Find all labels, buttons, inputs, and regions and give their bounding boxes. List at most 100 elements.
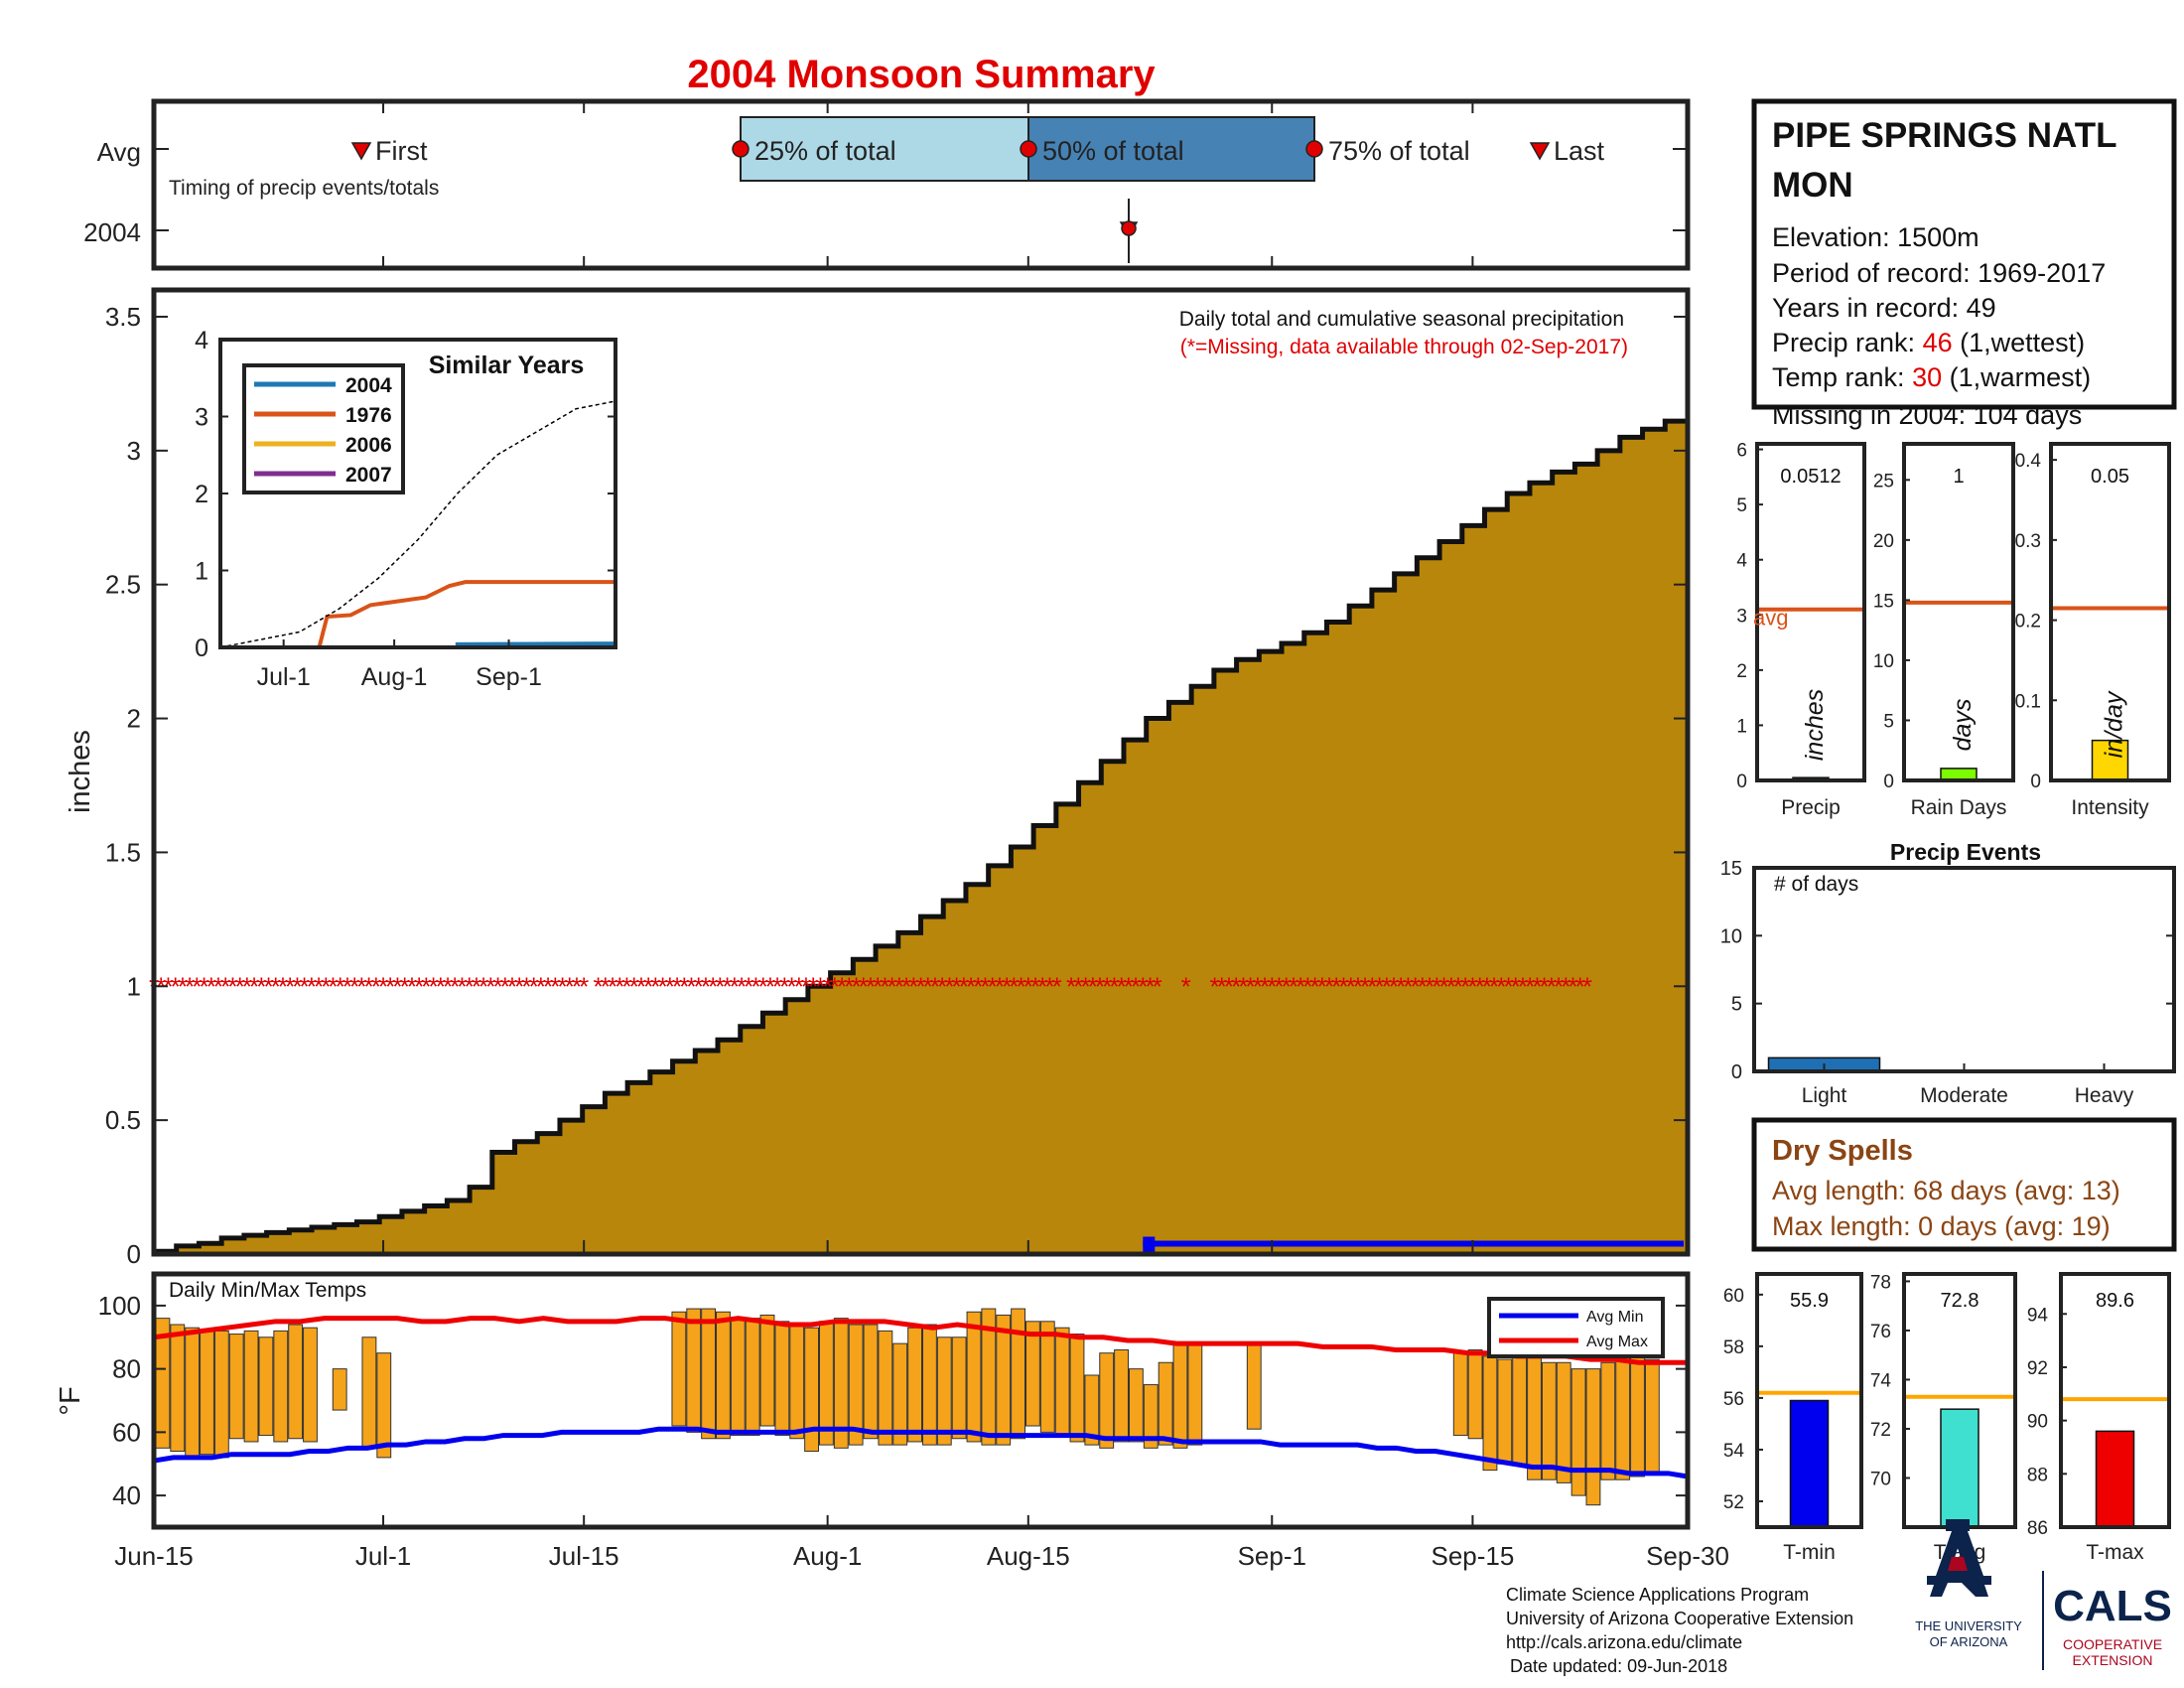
missing-marker-icon: * (307, 971, 317, 1001)
missing-marker-icon: * (349, 971, 359, 1001)
first-marker-icon (350, 142, 372, 161)
events-title: Precip Events (1890, 839, 2041, 865)
missing-marker-icon: * (514, 971, 524, 1001)
tmax-value: 89.6 (2096, 1290, 2134, 1312)
footer-line-2: University of Arizona Cooperative Extens… (1506, 1609, 1853, 1628)
events-ytick-label: 10 (1720, 925, 1742, 947)
daily-precip-strip (1143, 1240, 1684, 1247)
daily-temp-bar (759, 1314, 775, 1427)
timing-panel: Avg 2004 Timing of precip events/totals … (83, 98, 1691, 271)
missing-marker-icon: * (650, 971, 660, 1001)
daily-temp-bar (671, 1311, 687, 1427)
missing-marker-icon: * (723, 971, 733, 1001)
tmin-value: 55.9 (1790, 1290, 1829, 1312)
missing-marker-icon: * (1324, 971, 1334, 1001)
missing-marker-icon: * (421, 971, 431, 1001)
missing-marker-icon: * (1525, 971, 1535, 1001)
missing-marker-icon: * (414, 971, 424, 1001)
daily-temp-bar (819, 1321, 834, 1446)
missing-marker-icon: * (1432, 971, 1441, 1001)
missing-marker-icon: * (1554, 971, 1564, 1001)
missing-marker-icon: * (1425, 971, 1434, 1001)
daily-temp-bar (1585, 1368, 1601, 1506)
missing-marker-icon: * (1267, 971, 1277, 1001)
daily-temp-bar (1158, 1361, 1173, 1446)
missing-marker-icon: * (321, 971, 331, 1001)
missing-marker-icon: * (1080, 971, 1090, 1001)
daily-temp-bar (922, 1324, 937, 1446)
daily-temp-bar (1497, 1358, 1513, 1465)
tmin-ytick-label: 60 (1723, 1286, 1744, 1307)
missing-marker-icon: * (242, 971, 252, 1001)
missing-marker-icon: * (1153, 971, 1162, 1001)
daily-temps-chart: 40 60 80 100 Jun-15 Jul-1 Jul-15 Aug-1 Aug-15 Se… (55, 1271, 1729, 1571)
missing-marker-icon: * (1453, 971, 1463, 1001)
missing-marker-icon: * (1002, 971, 1012, 1001)
main-chart-frame (151, 287, 1691, 1257)
daily-temp-bar (1527, 1352, 1542, 1480)
daily-temp-bar (1246, 1342, 1262, 1430)
precip-ytick-label: 2 (1736, 661, 1747, 682)
temps-xtick-label: Jun-15 (114, 1541, 194, 1571)
daily-temp-bar (376, 1352, 392, 1459)
footer-line-1: Climate Science Applications Program (1506, 1585, 1809, 1605)
daily-temp-bar (1187, 1342, 1203, 1446)
missing-marker-icon: * (392, 971, 402, 1001)
temps-xtick-label: Aug-1 (793, 1541, 862, 1571)
missing-marker-icon: * (1338, 971, 1348, 1001)
missing-marker-icon: * (1438, 971, 1448, 1001)
inset-legend-label: 2006 (345, 434, 392, 457)
missing-marker-icon: * (995, 971, 1005, 1001)
events-xtick-label: Heavy (2075, 1084, 2134, 1107)
station-temp-rank: Temp rank: 30 (1,warmest) (1772, 362, 2091, 392)
inset-line-avg (219, 400, 616, 648)
missing-marker-icon: * (263, 971, 273, 1001)
missing-marker-icon: * (336, 971, 345, 1001)
missing-marker-icon: * (844, 971, 854, 1001)
missing-marker-icon: * (1317, 971, 1327, 1001)
station-years: Years in record: 49 (1772, 293, 1996, 323)
intensity-ytick-label: 0.2 (2015, 612, 2041, 633)
tmin-ytick-label: 52 (1723, 1492, 1744, 1513)
temps-ytick-label: 80 (112, 1354, 141, 1384)
station-elevation: Elevation: 1500m (1772, 222, 1979, 252)
missing-marker-icon: * (887, 971, 897, 1001)
missing-marker-icon: * (1353, 971, 1363, 1001)
missing-marker-icon: * (808, 971, 818, 1001)
missing-marker-icon: * (679, 971, 689, 1001)
missing-marker-icon: * (658, 971, 668, 1001)
daily-temp-bar (730, 1318, 746, 1437)
missing-marker-icon: * (1331, 971, 1341, 1001)
missing-marker-icon: * (1052, 971, 1062, 1001)
missing-marker-icon: * (199, 971, 208, 1001)
missing-marker-icon: * (715, 971, 725, 1001)
avg-min-line (153, 1426, 1689, 1479)
missing-marker-icon: * (1296, 971, 1305, 1001)
intensity-label: Intensity (2071, 796, 2149, 819)
rain_days-ytick-label: 15 (1873, 591, 1894, 612)
main-ytick-label: 2 (127, 704, 141, 734)
missing-marker-icon: * (285, 971, 295, 1001)
inset-ytick-label: 2 (195, 481, 208, 508)
missing-marker-icon: * (1475, 971, 1485, 1001)
missing-marker-icon: * (744, 971, 753, 1001)
missing-marker-icon: * (1547, 971, 1557, 1001)
daily-temp-bar (1172, 1342, 1188, 1449)
missing-marker-icon: * (485, 971, 495, 1001)
daily-temp-bar (1482, 1355, 1498, 1472)
daily-temp-bar (361, 1336, 377, 1449)
main-ytick-label: 0.5 (105, 1105, 141, 1135)
missing-marker-icon: * (1260, 971, 1270, 1001)
daily-temp-bar (288, 1324, 304, 1440)
missing-marker-icon: * (256, 971, 266, 1001)
inset-ytick-label: 3 (195, 404, 208, 432)
missing-marker-icon: * (1037, 971, 1047, 1001)
station-missing: Missing in 2004: 104 days (1772, 400, 2082, 430)
tavg-bar (1940, 1408, 1979, 1528)
season-panel-intensity: 0 0.1 0.2 0.3 0.4 0.05 Intensity in/day (2015, 442, 2171, 819)
tmax-ytick-label: 90 (2027, 1412, 2048, 1433)
missing-marker-icon: * (636, 971, 646, 1001)
missing-marker-icon: * (601, 971, 611, 1001)
